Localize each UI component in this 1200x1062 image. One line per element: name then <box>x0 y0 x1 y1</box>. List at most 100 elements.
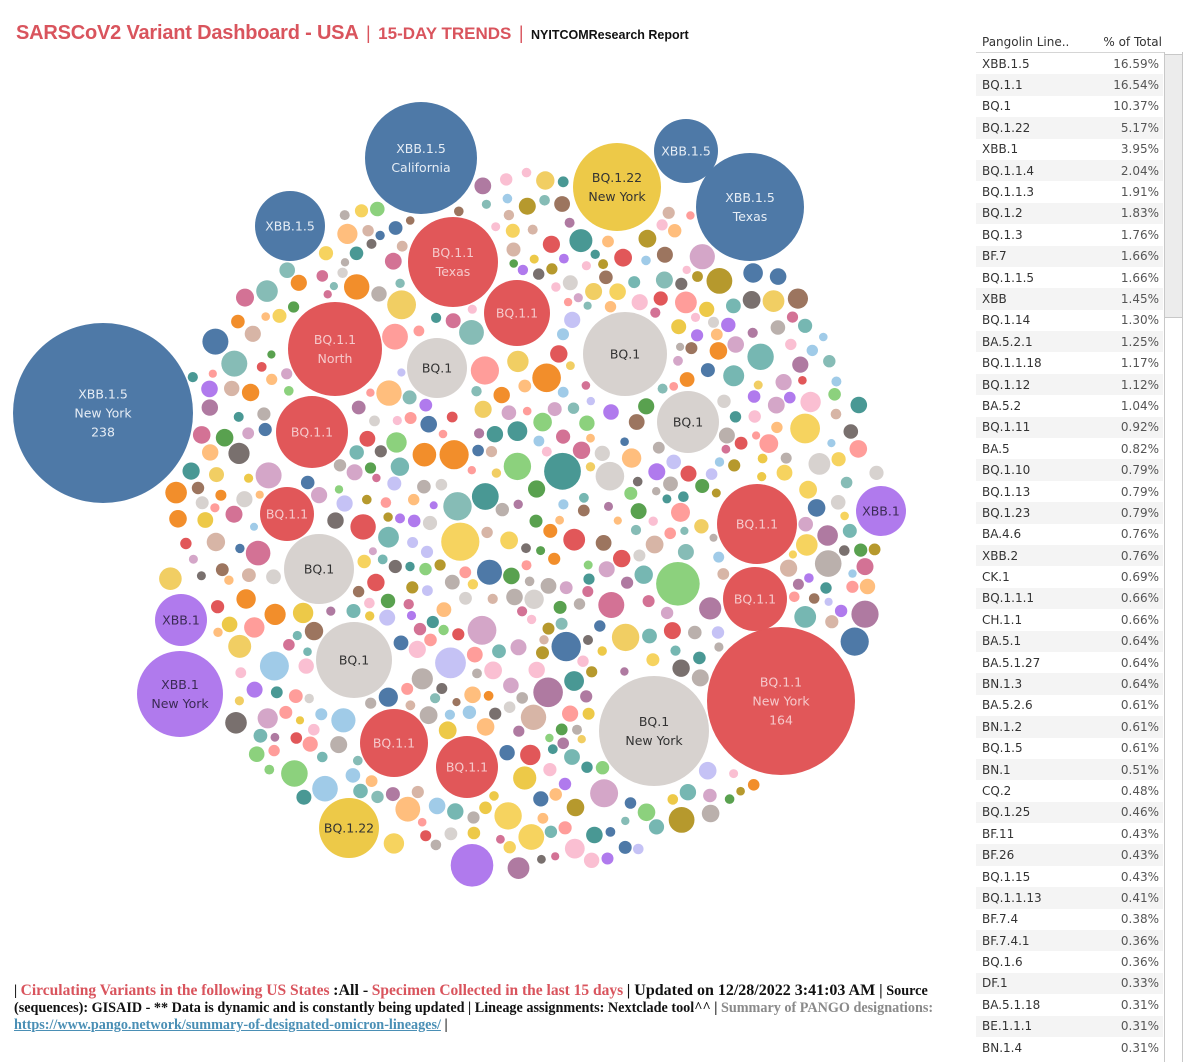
pango-link[interactable]: https://www.pango.network/summary-of-des… <box>14 1017 441 1033</box>
bubble[interactable] <box>543 763 557 777</box>
bubble[interactable] <box>669 382 679 391</box>
bubble[interactable] <box>729 411 742 423</box>
bubble[interactable] <box>506 588 523 606</box>
bubble[interactable] <box>452 628 465 641</box>
bubble[interactable] <box>583 635 593 645</box>
bubble[interactable] <box>191 481 205 495</box>
labeled-bubble[interactable]: BQ.1 <box>657 391 719 453</box>
bubble[interactable] <box>266 373 278 385</box>
bubble-bq-1-22[interactable] <box>319 798 379 858</box>
bubble[interactable] <box>395 796 421 822</box>
labeled-bubble[interactable]: XBB.1.5 New York 238 <box>13 323 193 503</box>
bubble[interactable] <box>637 803 656 822</box>
bubble[interactable] <box>215 489 227 501</box>
bubble[interactable] <box>520 744 541 766</box>
bubble[interactable] <box>613 516 622 525</box>
bubble[interactable] <box>706 268 733 294</box>
bubble[interactable] <box>798 318 813 333</box>
bubble[interactable] <box>692 271 703 282</box>
bubble[interactable] <box>202 328 229 355</box>
bubble[interactable] <box>459 591 472 605</box>
bubble[interactable] <box>407 514 421 528</box>
bubble[interactable] <box>479 801 492 815</box>
bubble[interactable] <box>595 761 610 775</box>
bubble[interactable] <box>467 615 497 645</box>
bubble[interactable] <box>656 219 668 231</box>
bubble[interactable] <box>386 432 407 453</box>
labeled-bubble[interactable]: XBB.1 New York <box>137 651 223 737</box>
bubble[interactable] <box>827 439 836 448</box>
bubble[interactable] <box>376 380 402 406</box>
table-row[interactable]: BE.1.1.1 0.31% <box>976 1015 1163 1037</box>
bubble[interactable] <box>753 380 763 390</box>
bubble[interactable] <box>351 400 366 415</box>
bubble[interactable] <box>385 787 400 802</box>
bubble[interactable] <box>528 661 545 679</box>
bubble[interactable] <box>597 646 607 656</box>
bubble[interactable] <box>551 631 581 662</box>
bubble[interactable] <box>431 312 442 323</box>
bubble[interactable] <box>503 567 520 585</box>
bubble[interactable] <box>292 602 314 624</box>
bubble[interactable] <box>541 446 552 457</box>
bubble[interactable] <box>345 768 361 783</box>
bubble[interactable] <box>667 794 679 805</box>
bubble[interactable] <box>221 350 248 377</box>
bubble[interactable] <box>474 177 492 195</box>
bubble[interactable] <box>522 406 532 416</box>
bubble[interactable] <box>371 790 384 804</box>
bubble[interactable] <box>370 201 385 217</box>
bubble[interactable] <box>494 802 522 830</box>
bubble-xbb-1-5[interactable] <box>696 153 804 261</box>
bubble[interactable] <box>527 224 538 235</box>
bubble[interactable] <box>609 283 626 301</box>
bubble[interactable] <box>257 407 271 421</box>
bubble[interactable] <box>474 428 485 439</box>
bubble[interactable] <box>467 826 481 840</box>
table-row[interactable]: BQ.1.15 0.43% <box>976 866 1163 887</box>
bubble[interactable] <box>648 463 666 481</box>
bubble[interactable] <box>486 426 504 443</box>
bubble[interactable] <box>311 487 328 504</box>
bubble[interactable] <box>559 253 569 264</box>
bubble[interactable] <box>429 501 438 510</box>
bubble[interactable] <box>446 411 458 423</box>
bubble[interactable] <box>680 526 689 536</box>
bubble[interactable] <box>747 327 758 338</box>
labeled-bubble[interactable]: XBB.1.5 <box>654 119 718 183</box>
bubble[interactable] <box>496 834 505 844</box>
bubble[interactable] <box>558 499 569 510</box>
bubble-xbb-1-5[interactable] <box>654 119 718 183</box>
bubble[interactable] <box>559 581 573 595</box>
bubble[interactable] <box>849 440 868 458</box>
bubble[interactable] <box>290 732 303 744</box>
table-row[interactable]: BN.1.4 0.31% <box>976 1037 1163 1058</box>
bubble[interactable] <box>553 600 567 614</box>
bubble[interactable] <box>404 412 417 424</box>
bubble[interactable] <box>648 819 665 835</box>
bubble-bq-1[interactable] <box>284 534 354 604</box>
bubble[interactable] <box>572 441 591 459</box>
bubble[interactable] <box>590 779 619 808</box>
bubble[interactable] <box>796 534 818 556</box>
bubble[interactable] <box>235 543 245 554</box>
bubble[interactable] <box>419 562 432 576</box>
bubble[interactable] <box>581 261 592 271</box>
table-row[interactable]: BN.1 0.51% <box>976 758 1163 781</box>
bubble[interactable] <box>438 429 448 439</box>
bubble-bq-1-1[interactable] <box>436 736 498 798</box>
bubble[interactable] <box>529 254 539 264</box>
bubble[interactable] <box>808 593 820 604</box>
bubble[interactable] <box>583 573 595 585</box>
bubble[interactable] <box>302 736 318 752</box>
bubble[interactable] <box>742 291 761 309</box>
bubble[interactable] <box>823 355 836 368</box>
bubble[interactable] <box>295 716 305 725</box>
bubble[interactable] <box>542 622 555 635</box>
bubble[interactable] <box>564 311 581 328</box>
bubble[interactable] <box>839 545 850 556</box>
bubble[interactable] <box>544 452 581 490</box>
labeled-bubble[interactable]: BQ.1 New York <box>599 676 709 786</box>
bubble[interactable] <box>703 788 717 803</box>
bubble[interactable] <box>500 531 518 550</box>
